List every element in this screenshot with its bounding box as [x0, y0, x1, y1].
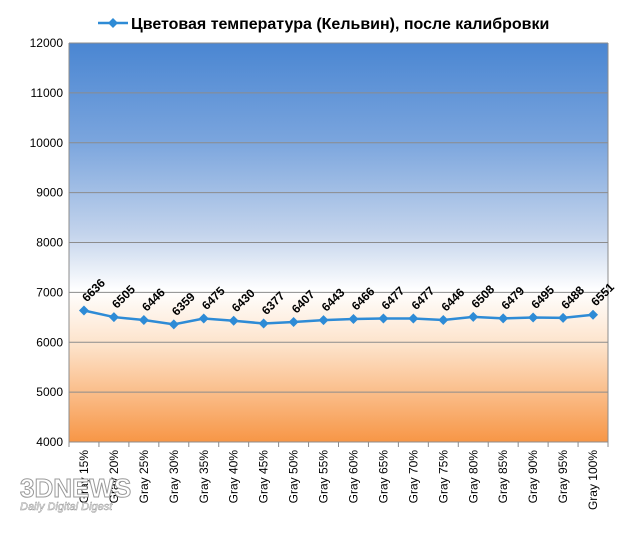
y-tick-label: 9000 [36, 186, 63, 200]
data-point [108, 312, 119, 323]
legend-marker-icon [108, 18, 118, 28]
x-tick-label: Gray 100% [586, 450, 600, 510]
watermark: 3DNEWS Daily Digital Digest [20, 473, 132, 514]
x-tick-label: Gray 40% [227, 450, 241, 504]
data-point [258, 318, 269, 329]
x-tick-label: Gray 30% [167, 450, 181, 504]
legend-label: Цветовая температура (Кельвин), после ка… [131, 16, 549, 33]
x-tick-label: Gray 55% [317, 450, 331, 504]
data-point [228, 315, 239, 326]
data-point [318, 315, 329, 326]
y-tick-label: 12000 [30, 36, 64, 50]
data-point [408, 313, 419, 324]
data-point [498, 313, 509, 324]
y-tick-label: 7000 [36, 285, 63, 299]
x-tick-label: Gray 45% [257, 450, 271, 504]
y-tick-label: 6000 [36, 335, 63, 349]
x-tick-label: Gray 75% [436, 450, 450, 504]
x-axis: Gray 15% Gray 20% Gray 25% Gray 30% Gray 35%… [68, 43, 609, 510]
data-point [528, 312, 539, 323]
x-tick-label: Gray 35% [197, 450, 211, 504]
y-tick-label: 5000 [36, 385, 63, 399]
y-tick-label: 10000 [30, 136, 64, 150]
x-tick-label: Gray 95% [556, 450, 570, 504]
data-point [78, 305, 89, 316]
x-tick-label: Gray 60% [346, 450, 360, 504]
data-point [288, 316, 299, 327]
data-point [168, 319, 179, 330]
data-point [138, 315, 149, 326]
data-point [378, 313, 389, 324]
x-tick-label: Gray 90% [526, 450, 540, 504]
x-tick-label: Gray 80% [466, 450, 480, 504]
data-point [348, 314, 359, 325]
data-point [558, 312, 569, 323]
x-tick-label: Gray 15% [77, 450, 91, 504]
y-tick-label: 4000 [36, 435, 63, 449]
data-point [468, 311, 479, 322]
watermark-tagline: Daily Digital Digest [20, 501, 113, 513]
x-tick-label: Gray 85% [496, 450, 510, 504]
x-tick-label: Gray 65% [376, 450, 390, 504]
y-axis: 4000 5000 6000 7000 8000 9000 10000 11000 12000 [30, 36, 70, 449]
legend: Цветовая температура (Кельвин), после ка… [98, 16, 549, 33]
y-tick-label: 11000 [31, 86, 64, 100]
x-tick-label: Gray 70% [406, 450, 420, 504]
y-tick-label: 8000 [36, 236, 63, 250]
data-point [438, 315, 449, 326]
series-line [78, 305, 599, 330]
data-point [198, 313, 209, 324]
series-line-path [83, 309, 594, 326]
watermark-logo: 3DNEWS [20, 473, 131, 503]
x-tick-label: Gray 25% [137, 450, 151, 504]
x-tick-label: Gray 50% [287, 450, 301, 504]
x-tick-label: Gray 20% [107, 450, 121, 504]
data-point [588, 309, 599, 320]
